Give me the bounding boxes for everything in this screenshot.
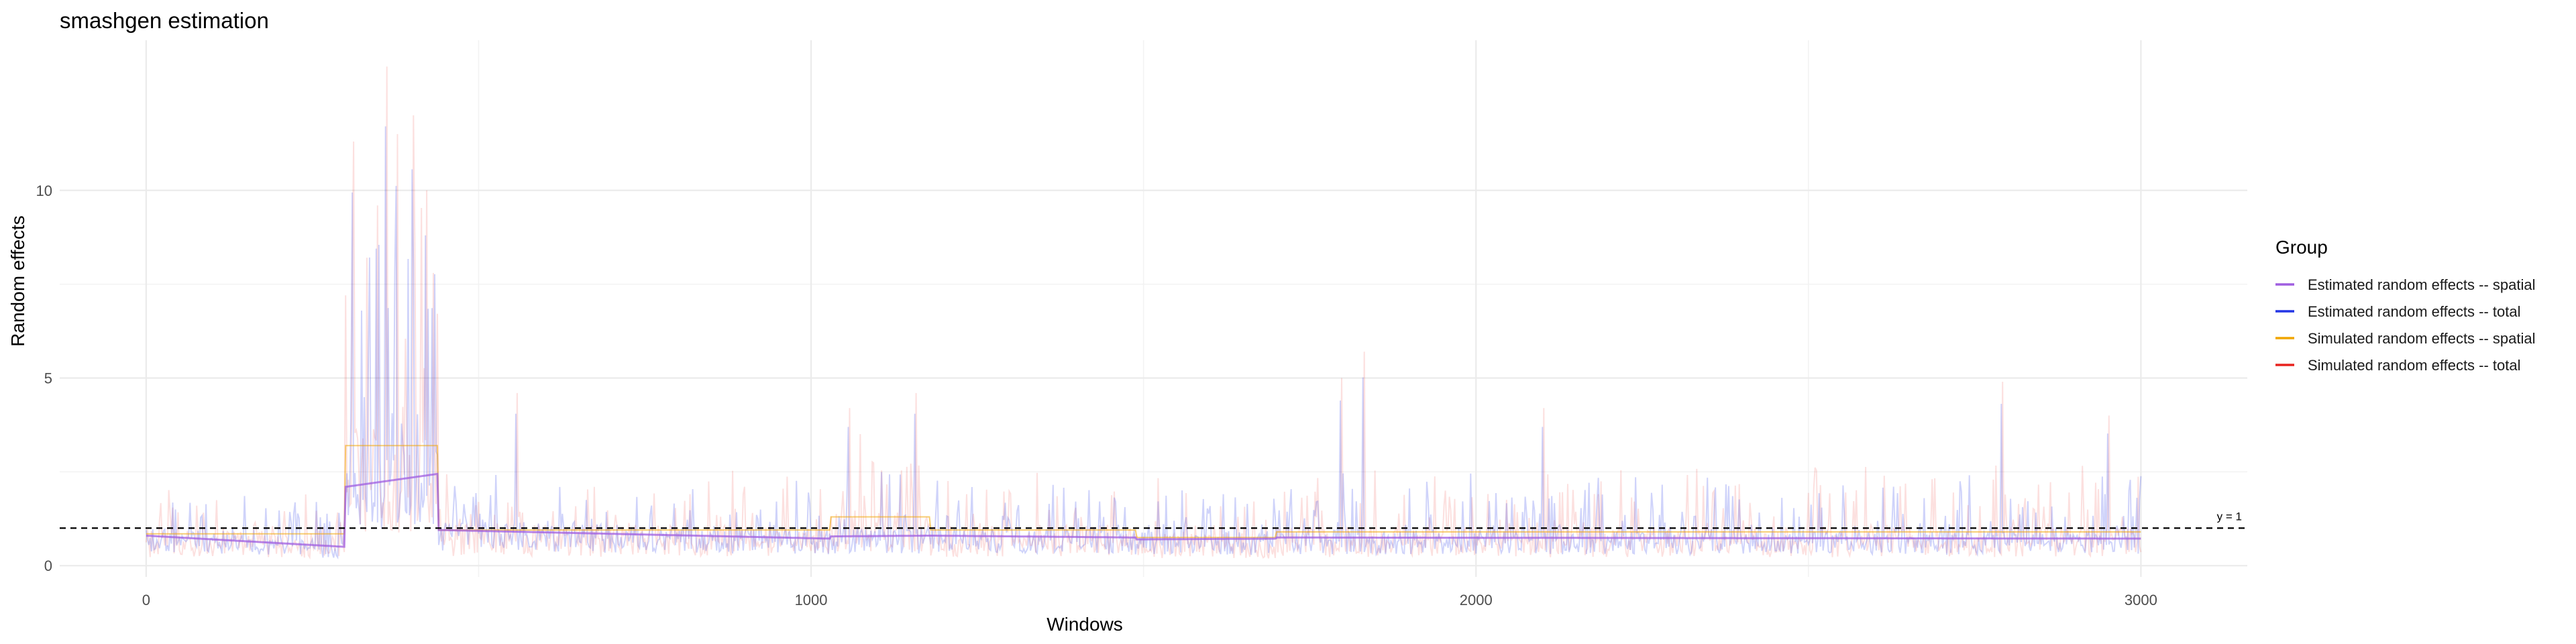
- y-tick-label: 10: [36, 182, 52, 199]
- x-tick-label: 0: [142, 592, 150, 608]
- series-estimated-spatial: [146, 472, 2141, 548]
- y-axis-ticks: 0 5 10: [36, 182, 52, 574]
- estimated-total-line: [145, 126, 2142, 560]
- x-tick-label: 3000: [2125, 592, 2157, 608]
- estimated-spatial-line: [146, 472, 2141, 548]
- legend-label: Simulated random effects -- total: [2308, 357, 2521, 374]
- x-tick-label: 1000: [795, 592, 828, 608]
- chart-title: smashgen estimation: [60, 8, 269, 33]
- x-axis-ticks: 0 1000 2000 3000: [142, 592, 2157, 608]
- y-tick-label: 5: [44, 370, 52, 386]
- legend-label: Simulated random effects -- spatial: [2308, 330, 2536, 347]
- y-axis-title: Random effects: [7, 215, 28, 347]
- legend-label: Estimated random effects -- spatial: [2308, 276, 2536, 293]
- legend: Group Estimated random effects -- spatia…: [2275, 237, 2536, 374]
- grid-minor: [60, 40, 2247, 577]
- legend-title: Group: [2275, 237, 2328, 258]
- grid-major: [60, 40, 2247, 577]
- series-estimated-total: [145, 126, 2142, 560]
- x-tick-label: 2000: [1460, 592, 1493, 608]
- reference-line-label: y = 1: [2217, 510, 2242, 523]
- x-axis-title: Windows: [1046, 614, 1123, 635]
- legend-label: Estimated random effects -- total: [2308, 303, 2521, 320]
- y-tick-label: 0: [44, 557, 52, 574]
